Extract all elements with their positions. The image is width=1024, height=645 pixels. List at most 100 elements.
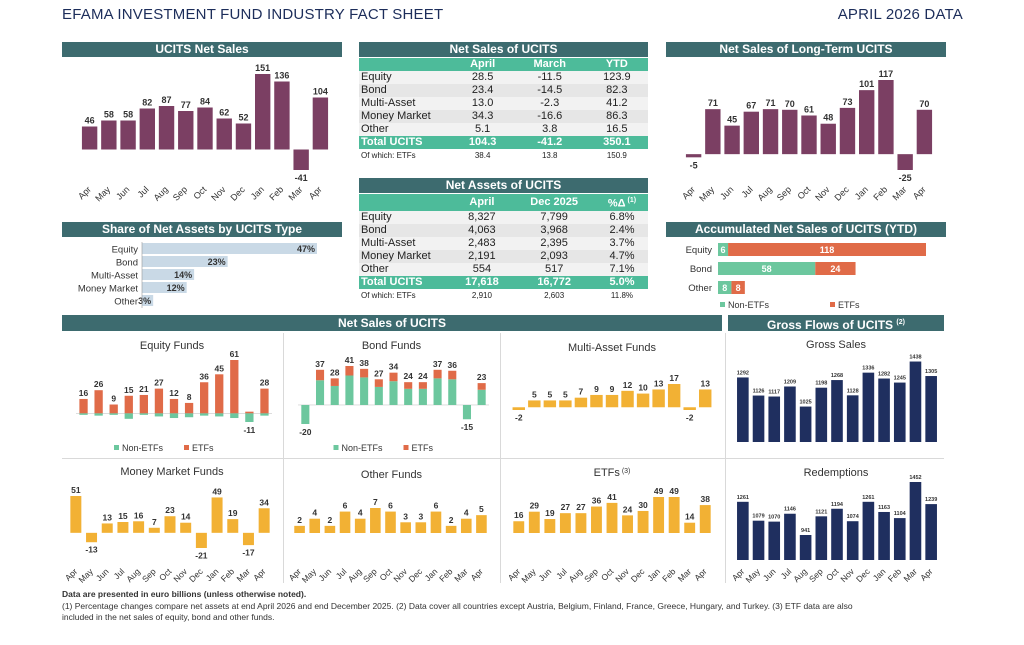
bar xyxy=(684,522,696,533)
month-label: Mar xyxy=(891,184,909,202)
bar xyxy=(476,515,487,533)
share-net-assets-chart: Equity 47% Bond 23% Multi-Asset 14% Money Mark… xyxy=(78,242,317,308)
footer-note-2: included in the net sales of equity, bon… xyxy=(62,612,275,622)
cell-value: 2,395 xyxy=(512,236,596,250)
bar xyxy=(768,396,781,442)
bar-segment xyxy=(477,383,486,390)
bar xyxy=(621,390,634,408)
row-label: Other xyxy=(359,123,452,136)
bar xyxy=(142,282,187,293)
column-note: (1) xyxy=(625,197,637,204)
table-row: Other 5.1 3.8 16.5 xyxy=(359,123,648,136)
data-label: 7 xyxy=(373,497,378,507)
data-label: -5 xyxy=(690,160,698,170)
bar xyxy=(683,407,696,410)
month-label: Nov xyxy=(613,566,631,584)
bar-segment xyxy=(230,413,239,419)
data-label: 14 xyxy=(181,512,191,522)
cell-value: 17,618 xyxy=(451,275,513,289)
table-row: Bond 4,063 3,968 2.4% xyxy=(359,223,648,237)
long-term-net-sales-chart: -5 Apr 71 May 45 Jun 67 Jul 71 Aug 70 Sep 61 Oct 48 Nov… xyxy=(680,69,933,203)
month-label: Jul xyxy=(112,566,127,581)
cell-value: April xyxy=(451,194,513,211)
bar xyxy=(605,394,619,408)
bar xyxy=(590,394,603,408)
bar-segment xyxy=(94,390,103,414)
data-label: 24 xyxy=(830,264,840,274)
data-label: 23 xyxy=(477,372,487,382)
data-label: 37 xyxy=(433,359,443,369)
cell-value: April xyxy=(451,58,514,71)
month-label: May xyxy=(697,184,716,203)
category-label: Bond xyxy=(690,264,712,275)
equity-funds-chart: Equity Funds 16 26 9 15 21 27 12 8 36 45 61 -11 28 Non… xyxy=(76,340,272,453)
net-assets-table-header: Net Assets of UCITS xyxy=(359,178,648,193)
bar xyxy=(893,382,906,442)
bar xyxy=(925,376,937,442)
data-label: 1074 xyxy=(847,514,860,520)
data-label: -2 xyxy=(515,413,523,423)
month-label: Sep xyxy=(582,566,600,584)
bar xyxy=(164,516,176,533)
month-label: Aug xyxy=(346,566,364,584)
data-label: 4 xyxy=(464,508,469,518)
row-label: Total UCITS xyxy=(359,136,452,149)
month-label: Apr xyxy=(918,566,935,583)
bar xyxy=(815,262,856,275)
row-label xyxy=(359,194,452,211)
bar-segment xyxy=(139,413,148,415)
month-label: Oct xyxy=(191,184,208,201)
bar xyxy=(801,115,817,155)
bar xyxy=(339,511,351,533)
table-row: Money Market 2,191 2,093 4.7% xyxy=(359,249,648,263)
bar-segment xyxy=(109,413,118,415)
bar xyxy=(699,389,712,408)
bar-segment xyxy=(360,377,369,405)
data-label: 118 xyxy=(820,245,835,255)
bar-segment xyxy=(154,413,164,417)
bar xyxy=(385,511,396,533)
table-row: Bond 23.4 -14.5 82.3 xyxy=(359,84,648,97)
month-label: Sep xyxy=(140,566,158,584)
data-label: 5 xyxy=(563,389,568,399)
data-label: 19 xyxy=(545,508,555,518)
data-label: 5 xyxy=(532,389,537,399)
cell-value: 2.4% xyxy=(595,223,648,237)
month-label: Sep xyxy=(171,184,189,202)
share-net-assets-header: Share of Net Assets by UCITS Type xyxy=(62,222,342,237)
data-label: 70 xyxy=(785,99,795,109)
data-label: 101 xyxy=(859,79,874,89)
bar xyxy=(878,80,894,155)
table-row: Multi-Asset 2,483 2,395 3.7% xyxy=(359,236,648,250)
data-label: 38 xyxy=(700,494,710,504)
bar-segment xyxy=(374,386,383,405)
cell-value: 23.4 xyxy=(451,84,514,97)
month-label: Jan xyxy=(645,566,662,583)
data-label: 2 xyxy=(328,515,333,525)
chart-title: Gross Sales xyxy=(806,339,866,351)
row-label: Money Market xyxy=(359,249,452,263)
row-label: Multi-Asset xyxy=(359,236,452,250)
data-label: 24 xyxy=(623,504,633,514)
other-funds-chart: Other Funds2Apr4May2Jun6Jul4Aug7Sep6Oct3… xyxy=(287,469,487,584)
bar-segment xyxy=(245,413,254,422)
bar xyxy=(668,497,680,533)
data-label: 16 xyxy=(514,510,524,520)
month-label: Feb xyxy=(437,566,455,584)
data-label: 26 xyxy=(94,379,104,389)
bar-segment xyxy=(301,404,310,424)
data-label: 1146 xyxy=(784,507,796,513)
legend-label: Non-ETFs xyxy=(342,443,384,453)
bar xyxy=(445,525,457,533)
month-label: Dec xyxy=(832,184,851,203)
month-label: Jul xyxy=(136,184,151,199)
data-label: 1198 xyxy=(815,381,827,387)
bar xyxy=(724,125,740,155)
data-label: 12 xyxy=(169,388,179,398)
data-label: 4 xyxy=(312,508,317,518)
data-label: 5 xyxy=(547,389,552,399)
data-label: 10 xyxy=(638,383,648,393)
data-label: -15 xyxy=(461,422,474,432)
month-label: May xyxy=(77,566,96,584)
